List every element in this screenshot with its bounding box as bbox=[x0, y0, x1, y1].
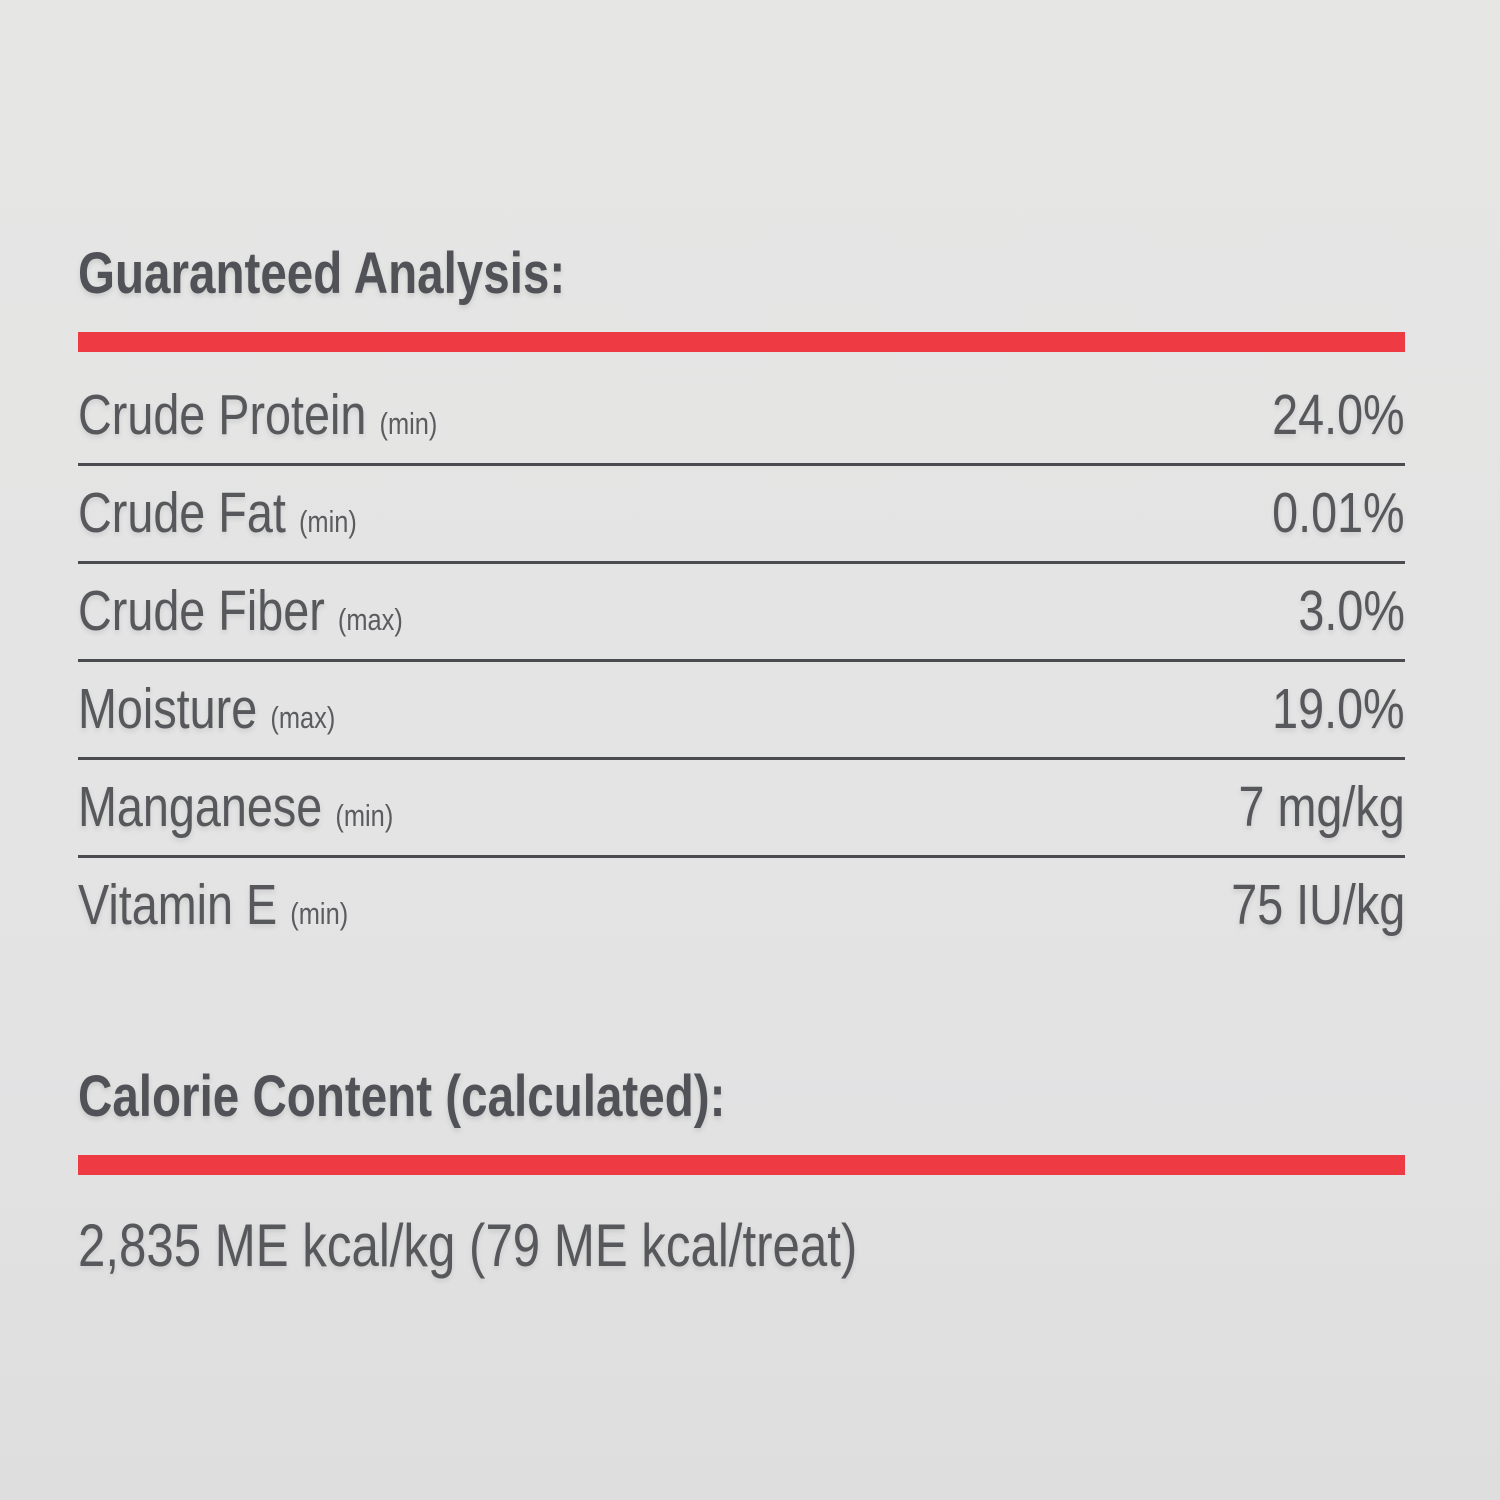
nutrient-qualifier: (max) bbox=[337, 602, 403, 637]
nutrient-label-group: Crude Protein (min) bbox=[78, 387, 437, 444]
table-row: Crude Fiber (max) 3.0% bbox=[78, 564, 1405, 662]
table-row: Crude Fat (min) 0.01% bbox=[78, 466, 1405, 564]
nutrient-label: Crude Fat bbox=[78, 481, 286, 545]
nutrient-label-group: Crude Fiber (max) bbox=[78, 583, 403, 640]
table-row: Vitamin E (min) 75 IU/kg bbox=[78, 858, 1405, 953]
red-divider-bar-top bbox=[78, 332, 1405, 352]
nutrient-label-group: Crude Fat (min) bbox=[78, 485, 357, 542]
red-divider-bar-bottom bbox=[78, 1155, 1405, 1175]
guaranteed-analysis-table: Crude Protein (min) 24.0% Crude Fat (min) 0.0… bbox=[78, 352, 1405, 953]
guaranteed-analysis-title: Guaranteed Analysis: bbox=[78, 0, 1405, 307]
nutrient-qualifier: (min) bbox=[298, 504, 357, 539]
label-panel: Guaranteed Analysis: Crude Protein (min) 2… bbox=[78, 0, 1405, 1280]
nutrient-label: Crude Protein bbox=[78, 383, 367, 447]
nutrient-label: Vitamin E bbox=[78, 873, 278, 937]
calorie-content-title-text: Calorie Content (calculated): bbox=[78, 1064, 726, 1129]
nutrient-value: 24.0% bbox=[1272, 383, 1405, 447]
nutrient-value: 7 mg/kg bbox=[1238, 775, 1405, 839]
nutrient-qualifier: (min) bbox=[290, 896, 349, 931]
table-row: Moisture (max) 19.0% bbox=[78, 662, 1405, 760]
guaranteed-analysis-title-text: Guaranteed Analysis: bbox=[78, 241, 566, 306]
nutrient-value: 0.01% bbox=[1272, 481, 1405, 545]
calorie-value-line: 2,835 ME kcal/kg (79 ME kcal/treat) bbox=[78, 1175, 1405, 1280]
nutrient-label: Crude Fiber bbox=[78, 579, 325, 643]
nutrient-label-group: Vitamin E (min) bbox=[78, 877, 348, 934]
nutrient-value: 75 IU/kg bbox=[1230, 873, 1405, 937]
nutrient-value: 3.0% bbox=[1298, 579, 1405, 643]
nutrient-label-group: Manganese (min) bbox=[78, 779, 393, 836]
nutrient-value: 19.0% bbox=[1272, 677, 1405, 741]
table-row: Crude Protein (min) 24.0% bbox=[78, 368, 1405, 466]
calorie-content-title: Calorie Content (calculated): bbox=[78, 953, 1405, 1130]
nutrient-label: Manganese bbox=[78, 775, 323, 839]
nutrient-qualifier: (max) bbox=[270, 700, 336, 735]
nutrient-qualifier: (min) bbox=[335, 798, 394, 833]
nutrient-label-group: Moisture (max) bbox=[78, 681, 335, 738]
nutrient-qualifier: (min) bbox=[379, 406, 438, 441]
table-row: Manganese (min) 7 mg/kg bbox=[78, 760, 1405, 858]
nutrient-label: Moisture bbox=[78, 677, 258, 741]
calorie-value-text: 2,835 ME kcal/kg (79 ME kcal/treat) bbox=[78, 1212, 858, 1279]
